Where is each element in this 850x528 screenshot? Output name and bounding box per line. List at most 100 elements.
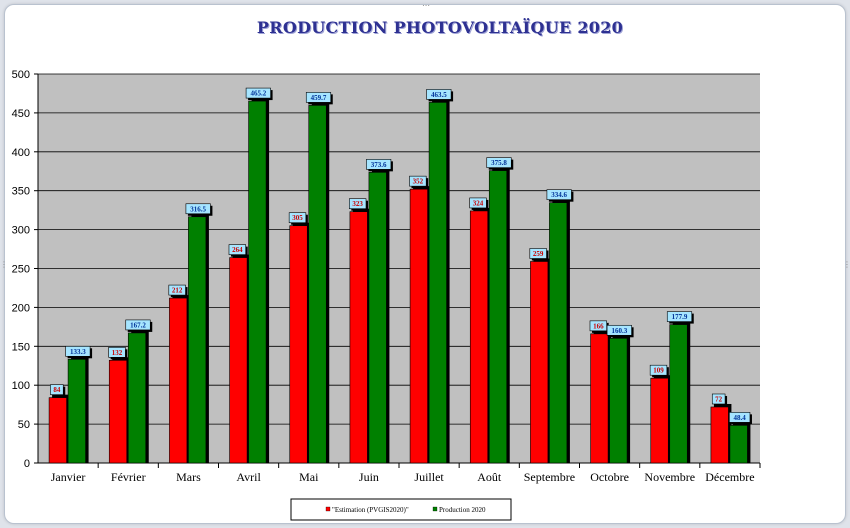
legend-swatch [325, 506, 331, 512]
x-tick-label: Novembre [644, 470, 695, 484]
data-label-box [108, 347, 126, 358]
bar-estimation [650, 377, 669, 464]
bar-estimation [710, 406, 729, 464]
data-label: 72 [715, 395, 723, 403]
bar-production [248, 100, 267, 464]
bar-estimation [289, 225, 308, 464]
data-label: 465.2 [250, 90, 266, 98]
x-tick-label: Juillet [414, 470, 444, 484]
data-label: 323 [352, 200, 363, 208]
data-label-box [305, 92, 332, 103]
legend-label: "Estimation (PVGIS2020)" [332, 506, 409, 514]
bar-production [669, 324, 688, 464]
data-label: 463.5 [431, 91, 447, 99]
data-label: 133.3 [70, 348, 86, 356]
y-tick-label: 400 [12, 147, 30, 159]
data-label-box [65, 345, 91, 357]
data-label-box [486, 157, 512, 168]
x-tick-label: Avril [236, 470, 261, 484]
data-label-box [649, 364, 668, 376]
x-tick-label: Mars [176, 470, 201, 484]
data-label: 373.6 [371, 161, 387, 169]
bar-production [188, 216, 207, 464]
bar-estimation [229, 257, 248, 464]
resize-handle-top[interactable]: ⋯ [422, 1, 430, 10]
bar-estimation [349, 211, 368, 464]
data-label-box [366, 159, 392, 170]
legend-label: Production 2020 [439, 506, 486, 514]
x-tick-label: Janvier [51, 470, 86, 484]
data-label: 352 [413, 178, 424, 186]
bar-production [368, 172, 387, 464]
data-label-box [589, 320, 607, 332]
data-label-box [606, 324, 632, 336]
data-label: 264 [232, 246, 243, 254]
data-label: 375.8 [491, 159, 507, 167]
data-label: 324 [473, 199, 484, 207]
data-label: 259 [533, 250, 544, 258]
data-label-box [245, 87, 271, 99]
y-tick-label: 0 [24, 458, 30, 470]
data-label-box [529, 248, 547, 259]
data-label: 160.3 [611, 327, 627, 335]
x-tick-label: Août [477, 470, 502, 484]
bar-production [428, 102, 447, 464]
data-label: 84 [53, 386, 61, 394]
data-label: 167.2 [130, 321, 146, 329]
data-label: 132 [112, 349, 123, 357]
data-label: 177.9 [672, 313, 688, 321]
bar-estimation [169, 297, 188, 464]
y-tick-label: 200 [12, 302, 30, 314]
x-tick-label: Mai [299, 470, 319, 484]
resize-handle-right[interactable]: ⋮ [843, 260, 850, 269]
x-tick-label: Juin [359, 470, 379, 484]
y-tick-label: 50 [18, 419, 30, 431]
bar-estimation [108, 360, 128, 464]
legend-box [290, 498, 512, 521]
data-label-box [349, 198, 367, 210]
data-label: 109 [653, 367, 664, 375]
data-label-box [666, 311, 693, 322]
data-label-box [469, 197, 487, 209]
chart-title: PRODUCTION PHOTOVOLTAÏQUE 2020 [256, 18, 624, 37]
y-tick-label: 500 [12, 69, 30, 81]
data-label: 305 [292, 214, 303, 222]
data-label-box [50, 384, 64, 395]
data-label-box [426, 89, 452, 100]
data-label: 334.6 [551, 191, 567, 199]
data-label: 166 [593, 322, 604, 330]
data-label-box [168, 284, 186, 296]
y-tick-label: 250 [12, 264, 30, 276]
y-tick-label: 300 [12, 225, 30, 237]
data-label: 316.5 [190, 205, 206, 213]
bar-estimation [469, 210, 489, 464]
bar-estimation [48, 397, 67, 464]
data-label: 459.7 [311, 94, 327, 102]
data-label-box [185, 203, 211, 215]
bar-production [609, 337, 628, 464]
bar-production [549, 202, 568, 464]
x-tick-label: Septembre [524, 470, 575, 484]
y-tick-label: 100 [12, 380, 30, 392]
bar-estimation [409, 188, 428, 464]
bar-production [729, 425, 748, 464]
y-tick-label: 350 [12, 186, 30, 198]
y-tick-label: 150 [12, 341, 30, 353]
bar-production [308, 105, 327, 464]
resize-handle-left[interactable]: ⋮ [0, 260, 8, 269]
x-tick-label: Octobre [590, 470, 629, 484]
bar-production [127, 332, 147, 464]
legend-swatch [432, 506, 438, 512]
data-label: 48.4 [734, 414, 747, 422]
bar-production [488, 170, 508, 464]
data-label-box [711, 393, 726, 405]
data-label: 212 [172, 287, 183, 295]
data-label-box [409, 175, 427, 187]
data-label-box [546, 189, 572, 200]
bar-estimation [590, 333, 609, 464]
bar-production [67, 358, 86, 464]
data-label-box [125, 319, 151, 331]
data-label-box [288, 212, 307, 224]
x-tick-label: Février [111, 470, 146, 484]
